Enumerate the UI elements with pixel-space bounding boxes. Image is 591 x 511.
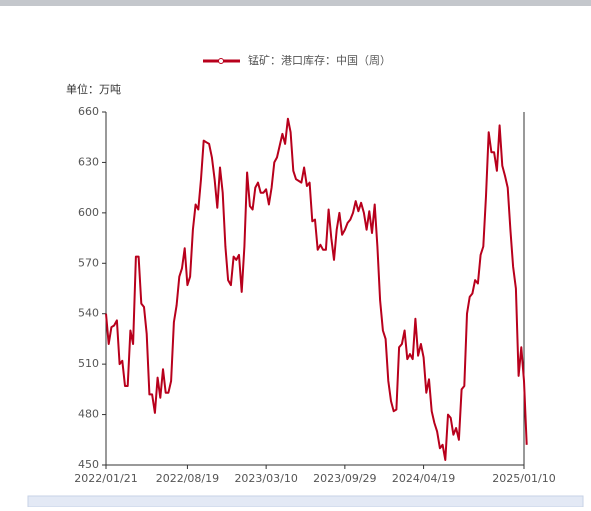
y-tick-label: 570 — [78, 256, 99, 269]
y-tick-label: 660 — [78, 105, 99, 118]
scrollbar[interactable] — [27, 495, 584, 508]
x-tick-label: 2025/01/10 — [492, 472, 555, 485]
top-bar — [0, 0, 591, 6]
data-line — [105, 117, 528, 461]
x-tick-label: 2023/03/10 — [234, 472, 297, 485]
x-tick-label: 2024/04/19 — [392, 472, 455, 485]
unit-label: 单位：万吨 — [66, 82, 121, 96]
legend-label: 锰矿：港口库存：中国（周） — [248, 53, 391, 67]
y-tick-label: 540 — [78, 307, 99, 320]
legend-marker — [218, 58, 224, 64]
x-tick-label: 2023/09/29 — [313, 472, 376, 485]
y-tick-label: 600 — [78, 206, 99, 219]
y-tick-label: 510 — [78, 357, 99, 370]
y-tick-label: 480 — [78, 408, 99, 421]
y-tick-label: 630 — [78, 155, 99, 168]
x-tick-label: 2022/08/19 — [156, 472, 219, 485]
y-tick-label: 450 — [78, 458, 99, 471]
x-tick-label: 2022/01/21 — [74, 472, 137, 485]
